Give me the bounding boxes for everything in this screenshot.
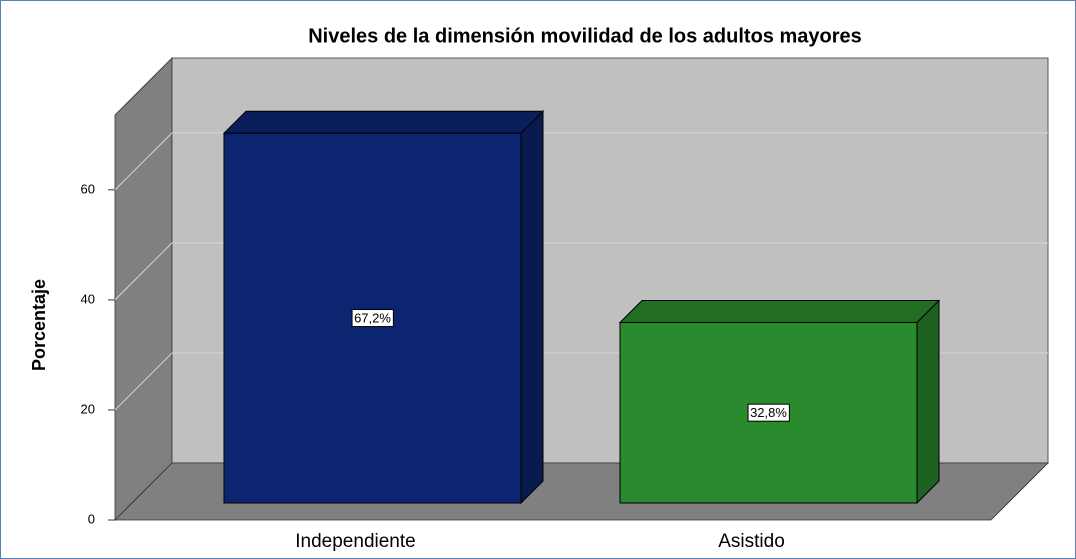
y-tick-label: 60 [81, 181, 95, 196]
value-label: 32,8% [750, 405, 787, 420]
y-axis-label: Porcentaje [29, 279, 49, 371]
left-wall [114, 57, 173, 521]
y-tick-label: 40 [81, 291, 95, 306]
bar-side [916, 299, 940, 505]
value-label-box [747, 403, 790, 422]
value-label-box [351, 309, 394, 328]
grid-line [114, 132, 173, 191]
grid-line [114, 352, 173, 411]
value-label: 67,2% [354, 311, 391, 326]
chart-title: Niveles de la dimensión movilidad de los… [308, 25, 862, 47]
bar-top [618, 300, 941, 324]
x-tick-label: Asistido [718, 531, 785, 552]
y-tick-label: 20 [81, 401, 95, 416]
x-tick-label: Independiente [295, 531, 415, 552]
grid-line [114, 242, 173, 301]
bar-top [222, 110, 545, 134]
bar-side [520, 110, 544, 505]
y-tick-label: 0 [88, 511, 95, 526]
